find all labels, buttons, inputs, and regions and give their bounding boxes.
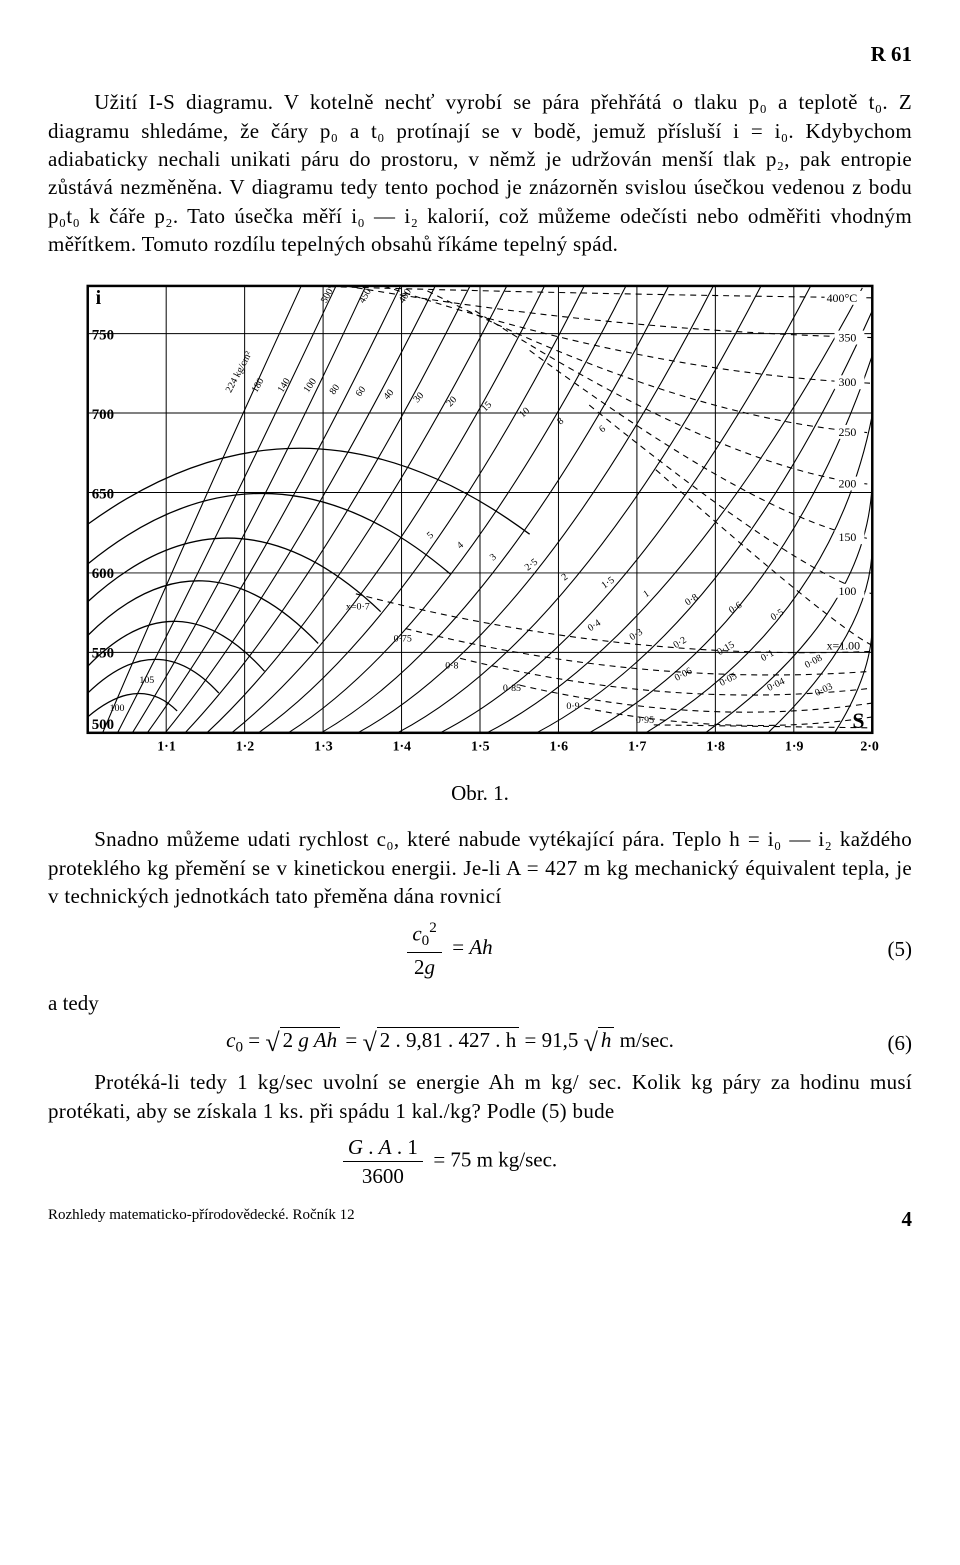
svg-text:350: 350	[839, 331, 857, 345]
svg-text:550: 550	[92, 646, 114, 662]
svg-text:150: 150	[839, 531, 857, 545]
svg-text:300: 300	[839, 376, 857, 390]
svg-text:1·8: 1·8	[706, 740, 725, 755]
svg-text:100: 100	[839, 584, 857, 598]
svg-text:x=0·7: x=0·7	[346, 602, 370, 613]
footer-right: 4	[902, 1205, 913, 1233]
equation-5: c02 2g = Ah (5)	[48, 918, 912, 981]
chart-svg: S i 750 700 650 600 550 500 1·1 1·2 1·3 …	[48, 276, 912, 773]
svg-text:105: 105	[139, 676, 154, 687]
equation-5-number: (5)	[852, 935, 912, 963]
a-tedy: a tedy	[48, 989, 912, 1017]
x-axis-label: S	[852, 709, 864, 733]
y-axis-label: i	[96, 287, 102, 309]
equation-7: G . A . 1 3600 = 75 m kg/sec.	[48, 1133, 912, 1191]
footer-left: Rozhledy matematicko-přírodovědecké. Roč…	[48, 1205, 355, 1233]
svg-text:1·1: 1·1	[157, 740, 176, 755]
equation-6-number: (6)	[852, 1029, 912, 1057]
svg-text:200: 200	[839, 477, 857, 491]
svg-text:x=1.00: x=1.00	[827, 639, 861, 653]
svg-text:0·95: 0·95	[636, 715, 654, 726]
svg-text:0·75: 0·75	[394, 634, 412, 645]
svg-text:1·2: 1·2	[236, 740, 255, 755]
svg-text:650: 650	[92, 487, 114, 503]
figure-caption: Obr. 1.	[48, 779, 912, 807]
svg-text:750: 750	[92, 328, 114, 344]
paragraph-2: Snadno můžeme udati rychlost c₀, které n…	[48, 825, 912, 910]
svg-text:0·9: 0·9	[566, 701, 579, 712]
svg-text:1·9: 1·9	[785, 740, 804, 755]
svg-text:250: 250	[839, 425, 857, 439]
svg-text:0·85: 0·85	[503, 684, 521, 695]
svg-text:2·0: 2·0	[860, 740, 879, 755]
svg-text:700: 700	[92, 407, 114, 423]
is-diagram-chart: S i 750 700 650 600 550 500 1·1 1·2 1·3 …	[48, 276, 912, 773]
svg-text:500: 500	[92, 717, 114, 733]
paragraph-1: Užití I-S diagramu. V kotelně nechť vyro…	[48, 88, 912, 258]
svg-text:400°C: 400°C	[827, 291, 858, 305]
equation-6: c0 = √2 g Ah = √2 . 9,81 . 427 . h = 91,…	[48, 1025, 912, 1060]
svg-text:0·8: 0·8	[445, 661, 458, 672]
svg-text:1·6: 1·6	[550, 740, 569, 755]
svg-text:100: 100	[110, 703, 125, 714]
svg-text:1·7: 1·7	[628, 740, 647, 755]
paragraph-3: Protéká-li tedy 1 kg/sec uvolní se energ…	[48, 1068, 912, 1125]
svg-text:600: 600	[92, 566, 114, 582]
page-number: R 61	[48, 40, 912, 68]
svg-text:1·4: 1·4	[393, 740, 412, 755]
page-footer: Rozhledy matematicko-přírodovědecké. Roč…	[48, 1205, 912, 1233]
svg-text:1·3: 1·3	[314, 740, 333, 755]
svg-text:1·5: 1·5	[471, 740, 490, 755]
